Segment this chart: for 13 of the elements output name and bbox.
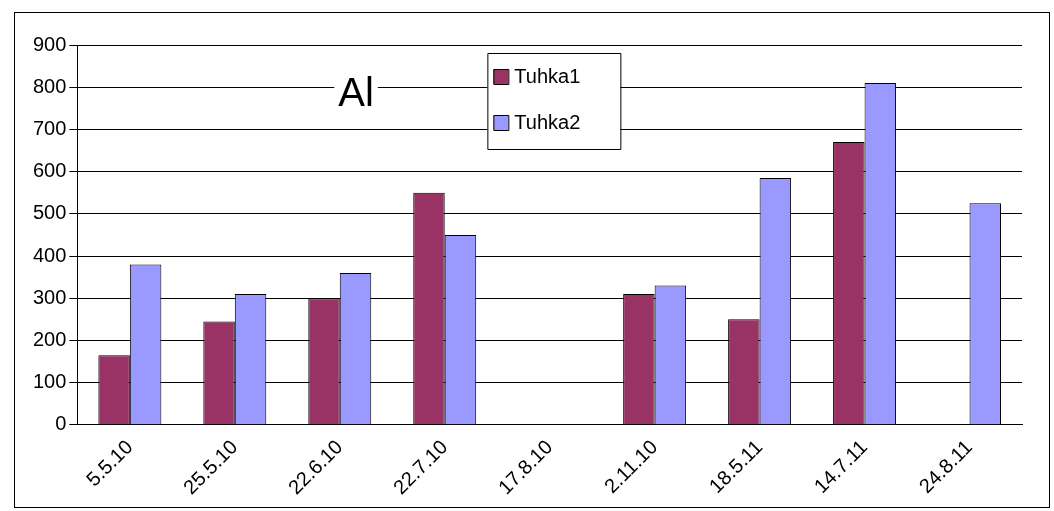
y-tick-label: 400 — [32, 243, 67, 266]
y-tick-label: 500 — [32, 201, 67, 224]
legend-label: Tuhka2 — [514, 110, 581, 133]
y-tick-label: 600 — [32, 159, 67, 182]
y-tick-label: 200 — [32, 327, 67, 350]
y-tick-label: 300 — [32, 285, 67, 308]
y-tick-label: 800 — [32, 74, 67, 97]
legend-label: Tuhka1 — [514, 64, 581, 87]
y-tick-label: 0 — [55, 412, 67, 435]
y-tick-label: 700 — [32, 116, 67, 139]
y-tick-label: 100 — [32, 370, 67, 393]
y-tick-label: 900 — [32, 32, 67, 55]
text: Al — [338, 70, 374, 115]
